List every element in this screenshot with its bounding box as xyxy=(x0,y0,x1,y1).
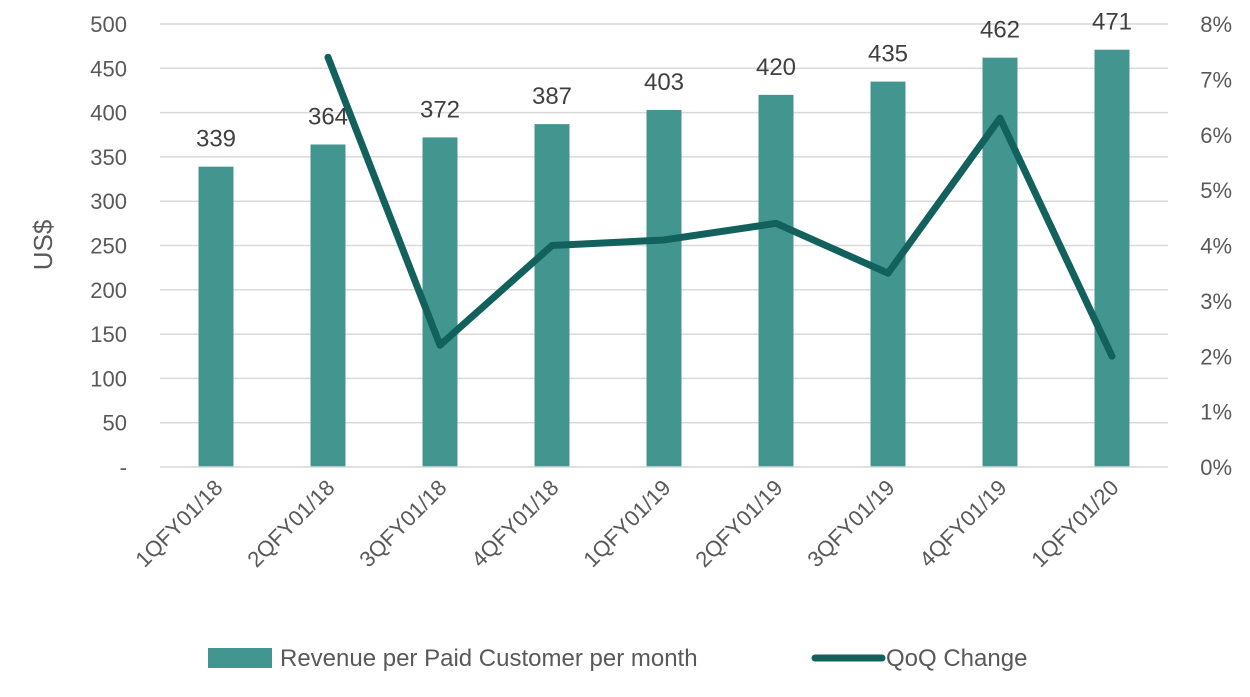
y-tick-label: 250 xyxy=(90,234,127,259)
bar-value-label: 435 xyxy=(868,41,908,68)
y-tick-label: 300 xyxy=(90,189,127,214)
legend-label-bar: Revenue per Paid Customer per month xyxy=(280,645,698,672)
bar-value-label: 403 xyxy=(644,69,684,96)
bar-value-label: 471 xyxy=(1092,9,1132,36)
x-tick-label: 3QFY01/18 xyxy=(354,475,451,572)
bar-value-label: 462 xyxy=(980,17,1020,44)
y-tick-label: 350 xyxy=(90,145,127,170)
bar-value-label: 372 xyxy=(420,96,460,123)
y-axis-title: US$ xyxy=(28,219,58,270)
bar xyxy=(758,94,794,467)
bars-layer xyxy=(198,49,1130,468)
y-tick-label: - xyxy=(120,455,127,480)
x-tick-label: 1QFY01/19 xyxy=(578,475,675,572)
x-tick-label: 3QFY01/19 xyxy=(802,475,899,572)
y2-tick-label: 0% xyxy=(1200,455,1232,480)
x-tick-label: 1QFY01/20 xyxy=(1026,475,1123,572)
y2-tick-label: 8% xyxy=(1200,12,1232,37)
y-tick-label: 200 xyxy=(90,278,127,303)
y2-tick-label: 5% xyxy=(1200,178,1232,203)
line-layer xyxy=(324,53,1116,360)
bar xyxy=(534,124,570,468)
y2-tick-label: 2% xyxy=(1200,344,1232,369)
x-tick-label: 1QFY01/18 xyxy=(130,475,227,572)
y2-tick-label: 7% xyxy=(1200,67,1232,92)
bar-value-label: 387 xyxy=(532,83,572,110)
y-tick-label: 50 xyxy=(103,411,127,436)
bar xyxy=(1094,49,1130,467)
legend-label-line: QoQ Change xyxy=(886,645,1027,672)
y2-tick-label: 6% xyxy=(1200,123,1232,148)
bar xyxy=(198,166,234,467)
y2-tick-label: 4% xyxy=(1200,234,1232,259)
y-tick-label: 150 xyxy=(90,322,127,347)
y-tick-label: 450 xyxy=(90,56,127,81)
bar-value-label: 420 xyxy=(756,54,796,81)
y2-tick-label: 1% xyxy=(1200,400,1232,425)
qoq-change-line xyxy=(324,53,1116,360)
labels-layer: 339 364 372 387 403 420 435 462 471 xyxy=(196,9,1132,153)
bar xyxy=(422,137,458,467)
x-tick-label: 4QFY01/18 xyxy=(466,475,563,572)
x-tick-label: 2QFY01/19 xyxy=(690,475,787,572)
y-tick-label: 100 xyxy=(90,366,127,391)
legend-swatch-bar xyxy=(208,648,272,668)
x-tick-label: 2QFY01/18 xyxy=(242,475,339,572)
bar-value-label: 339 xyxy=(196,126,236,153)
y-tick-label: 400 xyxy=(90,101,127,126)
bar xyxy=(646,109,682,467)
legend: Revenue per Paid Customer per month QoQ … xyxy=(208,645,1027,672)
x-tick-label: 4QFY01/19 xyxy=(914,475,1011,572)
y2-tick-label: 3% xyxy=(1200,289,1232,314)
y-tick-label: 500 xyxy=(90,12,127,37)
bar xyxy=(310,144,346,467)
bar-value-label: 364 xyxy=(308,103,348,130)
